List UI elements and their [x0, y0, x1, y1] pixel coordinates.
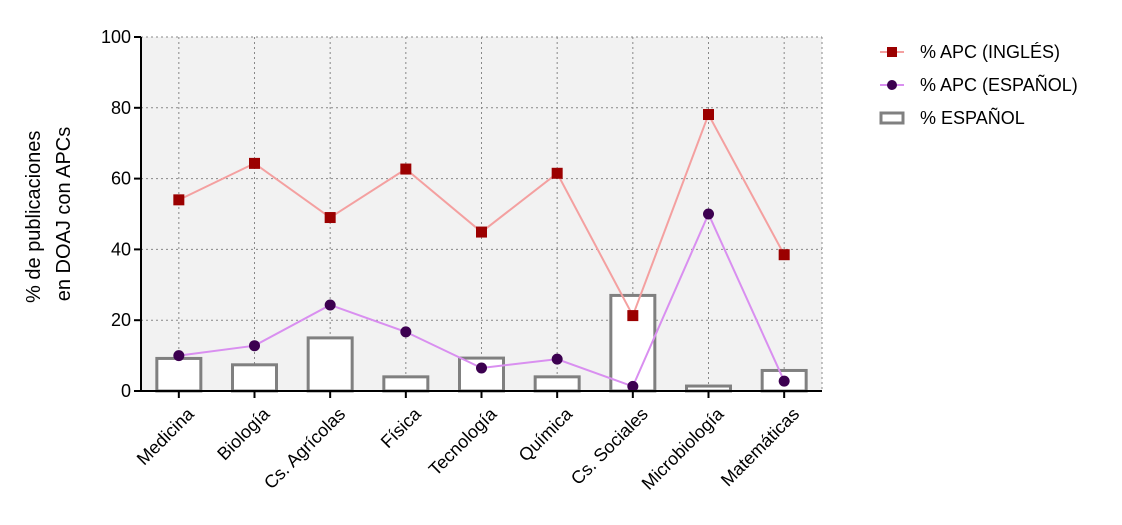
circle-marker	[324, 299, 336, 311]
legend-label: % APC (INGLÉS)	[920, 42, 1060, 62]
y-tick-labels: 0 20 40 60 80 100	[101, 27, 131, 401]
x-tick-label: Biología	[213, 403, 274, 464]
square-marker	[249, 157, 260, 169]
square-marker	[173, 194, 185, 206]
y-tick-label: 60	[111, 169, 131, 189]
legend-label: % ESPAÑOL	[920, 107, 1025, 128]
x-tick-label: Tecnología	[425, 403, 501, 479]
square-marker	[476, 226, 487, 238]
bar	[306, 336, 354, 393]
x-tick-label: Física	[377, 403, 426, 452]
y-tick-label: 80	[111, 98, 131, 118]
square-marker	[703, 109, 714, 121]
y-axis-title-line-2: en DOAJ con APCs	[53, 127, 75, 302]
line-series	[173, 109, 790, 392]
circle-marker	[249, 340, 260, 352]
x-tick-label: Matemáticas	[717, 404, 803, 490]
circle-marker	[400, 326, 412, 338]
circle-marker	[778, 375, 790, 387]
legend-bar-swatch	[879, 111, 905, 125]
y-axis-title: % de publicaciones en DOAJ con APCs	[23, 125, 75, 303]
grid	[141, 36, 823, 391]
bar	[609, 293, 657, 393]
bar	[382, 375, 430, 393]
square-marker	[324, 212, 336, 224]
square-marker	[551, 167, 563, 179]
x-tick-label: Medicina	[133, 403, 199, 469]
circle-marker	[627, 380, 639, 392]
y-tick-label: 40	[111, 239, 131, 259]
bar	[231, 363, 278, 393]
legend-square-marker	[887, 47, 897, 57]
legend-label: % APC (ESPAÑOL)	[920, 74, 1078, 95]
square-marker	[627, 310, 639, 322]
x-tick-label: Cs. Sociales	[567, 404, 652, 489]
y-tick-label: 0	[121, 381, 131, 401]
square-marker	[400, 163, 412, 175]
y-tick-label: 20	[111, 310, 131, 330]
y-axis-title-line-1: % de publicaciones	[23, 131, 45, 303]
circle-marker	[703, 208, 714, 220]
circle-marker	[173, 350, 185, 362]
bar	[155, 356, 203, 393]
circle-marker	[551, 353, 563, 365]
axes	[134, 36, 822, 398]
x-tick-label: Química	[515, 403, 577, 465]
x-tick-label: Microbiología	[638, 403, 729, 494]
square-marker	[778, 249, 790, 261]
legend: % APC (INGLÉS) % APC (ESPAÑOL) % ESPAÑOL	[879, 42, 1078, 128]
circle-marker	[476, 362, 487, 374]
legend-circle-marker	[887, 80, 897, 90]
y-tick-label: 100	[101, 27, 131, 47]
x-tick-label: Cs. Agrícolas	[260, 404, 349, 493]
bar	[533, 375, 581, 393]
